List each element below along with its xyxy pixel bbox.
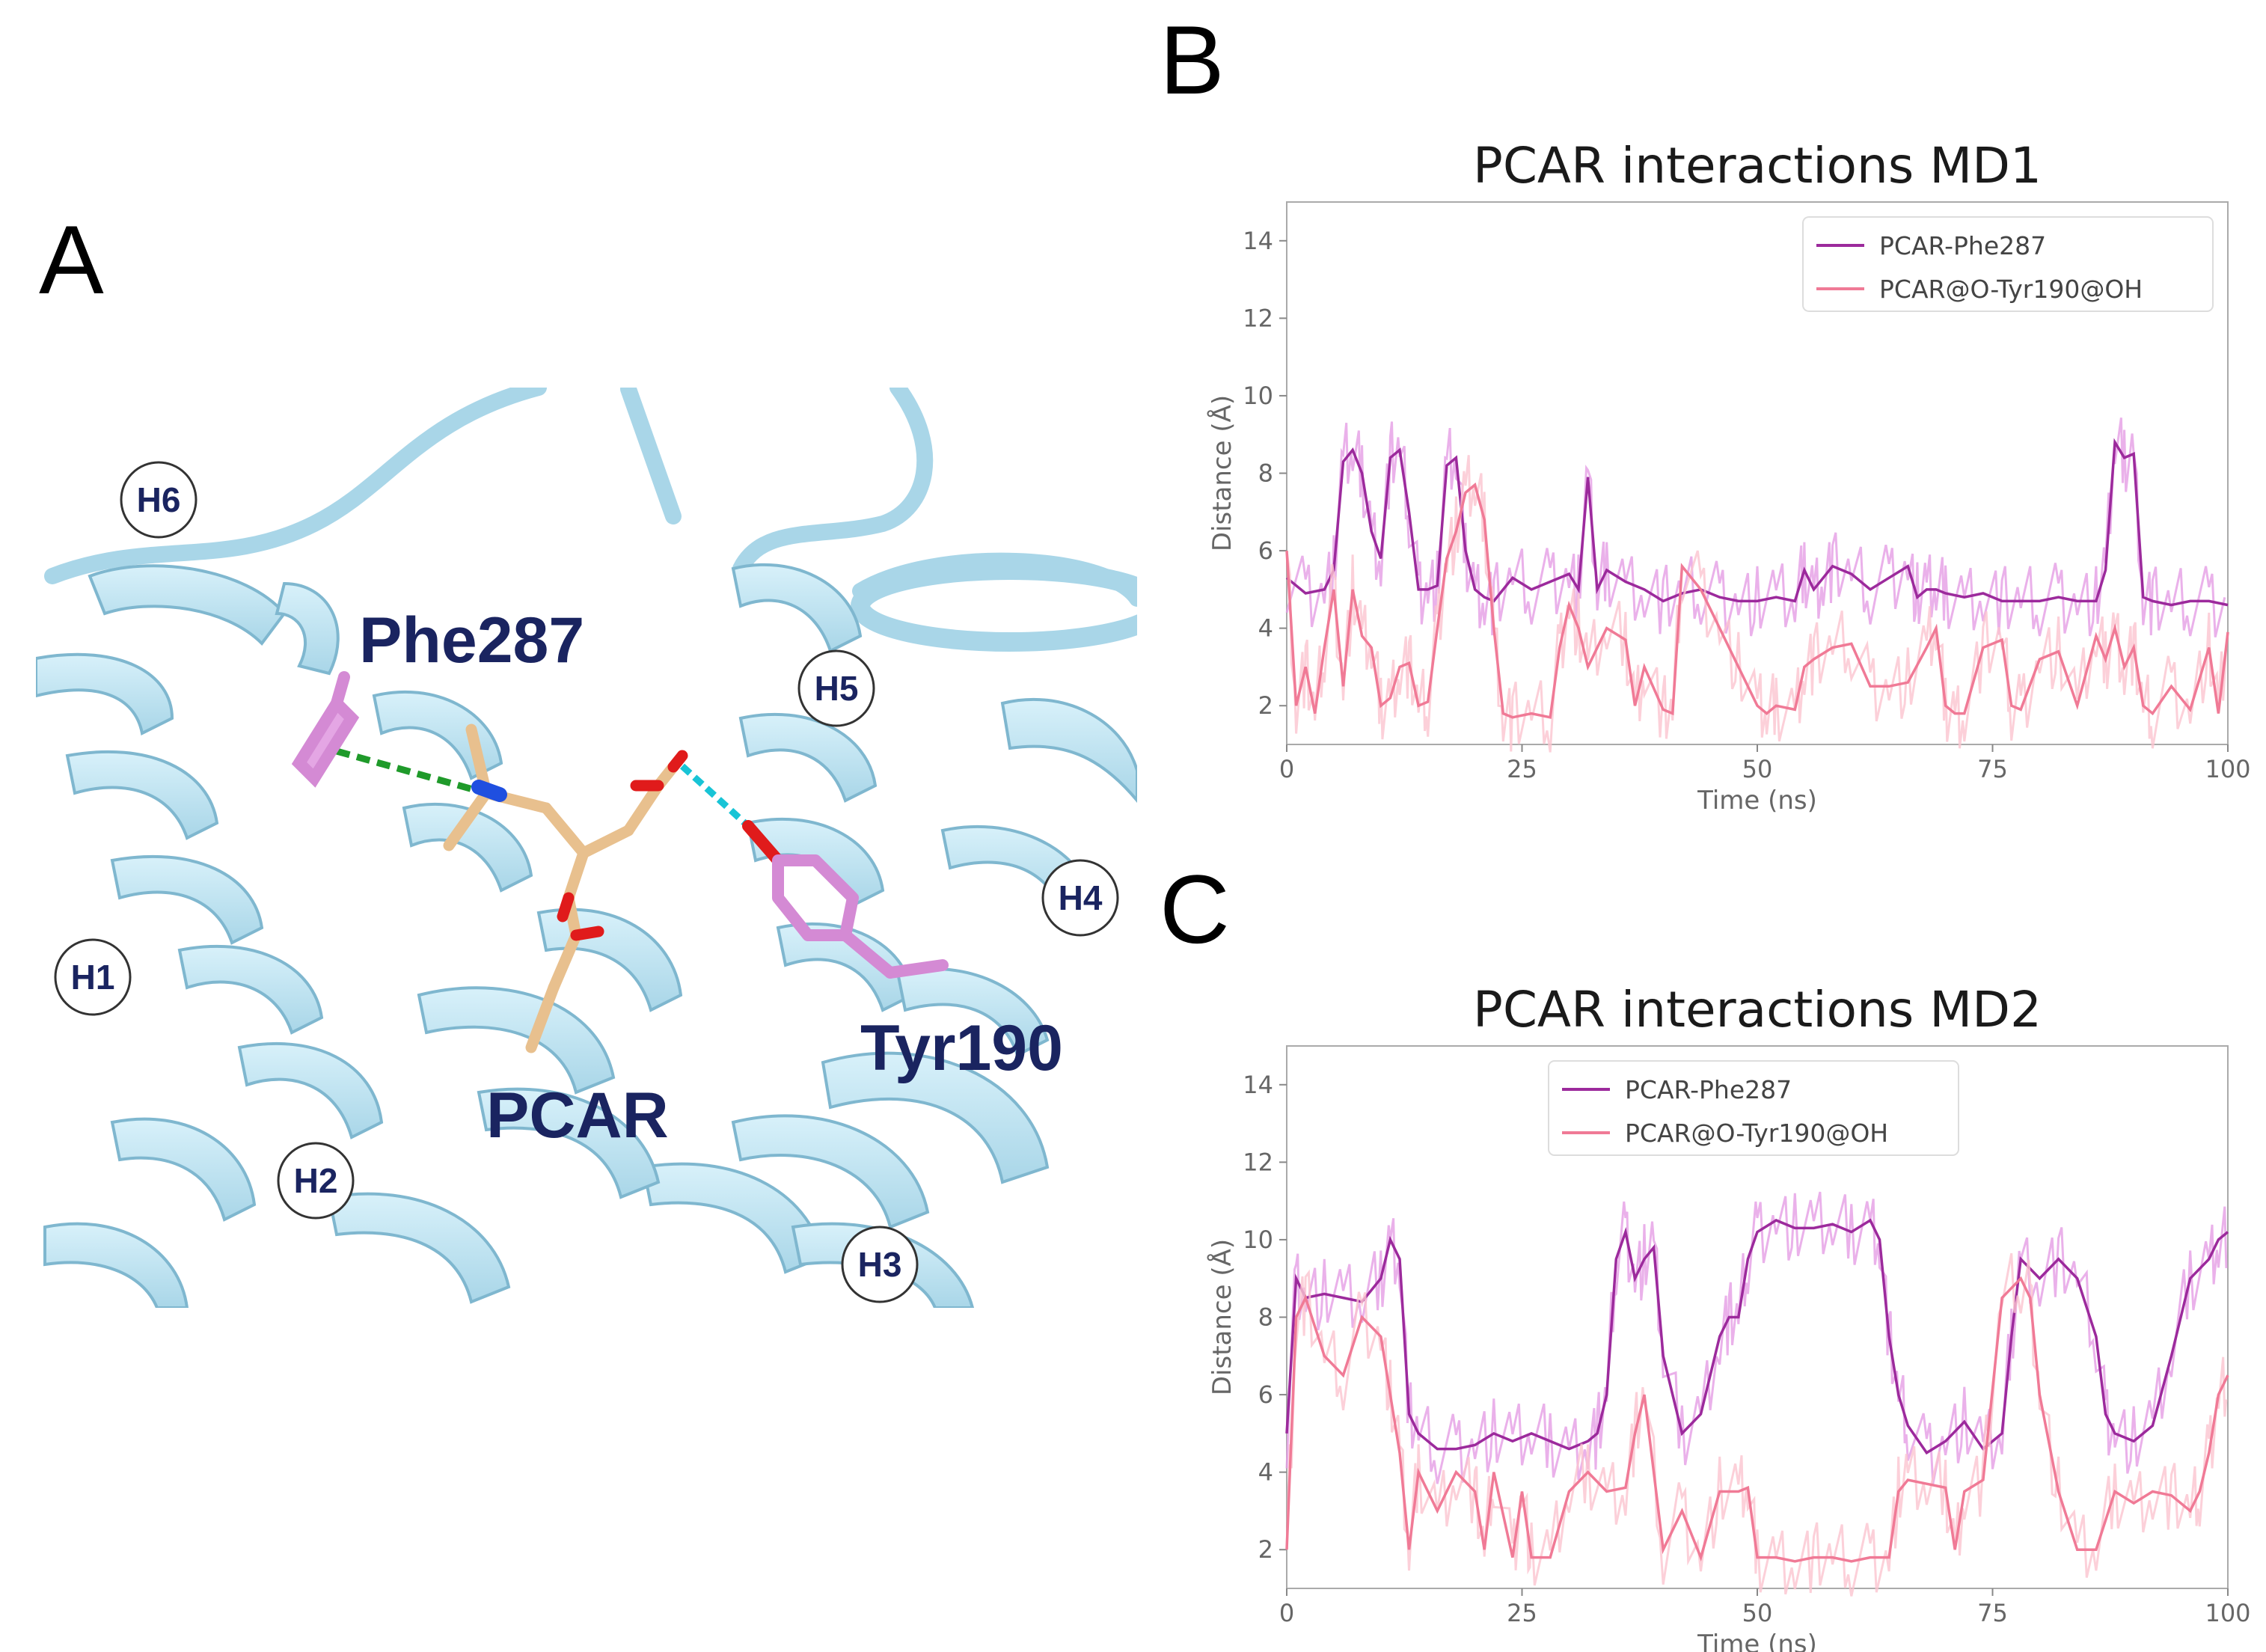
chart-title: PCAR interactions MD2 [1473, 981, 2042, 1038]
x-tick-label: 0 [1279, 755, 1294, 783]
helix-label-h5: H5 [797, 649, 875, 727]
helix-label-h6: H6 [120, 461, 197, 539]
residue-tyr190 [742, 820, 949, 979]
y-tick-label: 4 [1258, 1458, 1273, 1487]
series-line-1 [1285, 1276, 2229, 1563]
legend-box [1802, 216, 2214, 312]
helix-h4-coil-3 [895, 967, 1050, 1057]
series-line-0 [1285, 1218, 2229, 1455]
label-tyr190: Tyr190 [860, 1012, 1063, 1084]
y-tick-label: 2 [1258, 691, 1273, 720]
loop-top-left [44, 388, 547, 584]
x-tick-label: 25 [1507, 755, 1537, 783]
x-tick-label: 50 [1742, 1599, 1773, 1627]
svg-text:H3: H3 [858, 1245, 902, 1284]
label-phe287: Phe287 [359, 605, 584, 676]
helix-center-coil-1 [417, 986, 616, 1095]
helix-h2-coil-3 [43, 1222, 189, 1308]
x-tick-label: 75 [1977, 755, 2008, 783]
svg-text:H4: H4 [1059, 878, 1103, 917]
panel-b-letter: B [1160, 5, 1225, 114]
legend: PCAR-Phe287 PCAR@O-Tyr190@OH [1802, 216, 2214, 312]
y-tick-label: 2 [1258, 1535, 1273, 1564]
helix-h2-coil-1 [237, 1041, 384, 1139]
svg-text:H1: H1 [71, 958, 115, 997]
svg-text:H6: H6 [137, 480, 181, 519]
helix-label-h2: H2 [277, 1142, 355, 1220]
svg-text:H2: H2 [294, 1161, 338, 1200]
y-tick-label: 6 [1258, 536, 1273, 565]
x-tick-label: 0 [1279, 1599, 1294, 1627]
residue-phe287 [291, 671, 360, 788]
helix-bottom-center-coil [327, 1192, 511, 1304]
helix-h1-coil-2 [65, 750, 219, 840]
legend-entry: PCAR-Phe287 [1625, 1075, 1792, 1104]
x-tick-label: 100 [2205, 1599, 2250, 1627]
panel-c-letter: C [1160, 854, 1230, 964]
helix-h4-coil-1 [1000, 697, 1137, 804]
helix-label-h3: H3 [841, 1226, 919, 1303]
loop-top-right [732, 388, 934, 577]
helix-center-coil-3 [402, 802, 533, 893]
chart-md1: PCAR interactions MD1 0 25 50 75 100 2 4 6 8 10 12 1… [1207, 137, 2251, 816]
hbond-phe287 [335, 747, 488, 797]
helix-h1-coil-4 [177, 944, 324, 1035]
x-tick-label: 50 [1742, 755, 1773, 783]
y-tick-label: 10 [1243, 382, 1273, 410]
y-tick-label: 4 [1258, 614, 1273, 643]
legend-entry: PCAR-Phe287 [1879, 231, 2046, 260]
chart-md2: PCAR interactions MD2 0 25 50 75 100 2 4 6 8 10 12 1… [1207, 981, 2251, 1652]
helix-center-coil-4 [372, 690, 503, 780]
helix-bottom-mid-coil [477, 1087, 661, 1199]
x-axis-label: Time (ns) [1697, 1630, 1817, 1652]
helix-h5-coil-2 [738, 712, 878, 803]
helix-h6-coil-2 [275, 581, 340, 676]
y-axis-label: Distance (Å) [1207, 1239, 1237, 1395]
series-line-1 [1285, 482, 2229, 719]
x-axis-label: Time (ns) [1697, 786, 1817, 816]
x-tick-label: 25 [1507, 1599, 1537, 1627]
series-raw-0 [1285, 1191, 2228, 1484]
helix-tyr-coil-1 [821, 1051, 1050, 1184]
loop-top-center [620, 388, 682, 524]
ligand-pcar-heteroatoms [471, 750, 688, 941]
helix-h5-coil-1 [731, 563, 863, 653]
hbond-tyr190 [679, 763, 751, 829]
legend: PCAR-Phe287 PCAR@O-Tyr190@OH [1548, 1060, 1959, 1156]
y-tick-label: 8 [1258, 1303, 1273, 1332]
y-tick-label: 8 [1258, 459, 1273, 488]
legend-box [1548, 1060, 1959, 1156]
helix-tyr-coil-2 [731, 1114, 930, 1229]
label-pcar: PCAR [486, 1080, 669, 1151]
series-line-0 [1285, 438, 2229, 607]
y-tick-label: 14 [1243, 227, 1273, 255]
y-tick-label: 14 [1243, 1071, 1273, 1099]
y-tick-label: 12 [1243, 1148, 1273, 1176]
svg-text:H5: H5 [815, 669, 859, 708]
y-tick-label: 12 [1243, 304, 1273, 332]
panel-a-letter: A [39, 205, 104, 314]
protein-structure: Phe287 PCAR Tyr190 H1 H2 H3 H4 H5 H6 [36, 388, 1137, 1308]
y-tick-label: 6 [1258, 1380, 1273, 1409]
chart-title: PCAR interactions MD1 [1473, 137, 2042, 195]
y-tick-label: 10 [1243, 1226, 1273, 1254]
helix-h1-coil-3 [110, 854, 264, 945]
legend-entry: PCAR@O-Tyr190@OH [1879, 275, 2143, 304]
helix-label-h4: H4 [1041, 859, 1119, 937]
x-tick-label: 75 [1977, 1599, 2008, 1627]
y-axis-label: Distance (Å) [1207, 395, 1237, 551]
helix-h1-coil-1 [36, 652, 174, 735]
helix-label-h1: H1 [54, 938, 132, 1016]
loop-right-ellipse [851, 560, 1137, 652]
helix-h2-coil-2 [110, 1117, 257, 1222]
legend-entry: PCAR@O-Tyr190@OH [1625, 1119, 1888, 1148]
x-tick-label: 100 [2205, 755, 2250, 783]
